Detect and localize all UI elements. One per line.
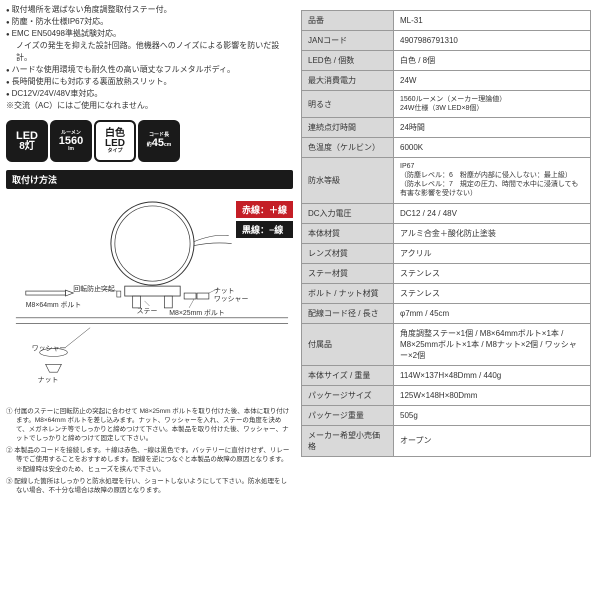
spec-key: 防水等級 [302, 158, 394, 203]
spec-key: JANコード [302, 31, 394, 51]
badge-lumen: ルーメン 1560 lm [50, 120, 92, 162]
spec-table: 品番ML-31JANコード4907986791310LED色 / 個数白色 / … [301, 10, 591, 457]
svg-text:ワッシャー: ワッシャー [32, 344, 67, 352]
spec-value: 505g [394, 405, 591, 425]
spec-key: ボルト / ナット材質 [302, 283, 394, 303]
spec-row: 明るさ1560ルーメン（メーカー理論値）24W仕様（3W LED×8個） [302, 91, 591, 118]
spec-value: 24W [394, 71, 591, 91]
spec-row: 連続点灯時間24時間 [302, 118, 591, 138]
badge-cord: コード長 約45cm [138, 120, 180, 162]
asterisk-note: 交流（AC）にはご使用になれません。 [6, 100, 293, 112]
svg-text:M8×25mm ボルト: M8×25mm ボルト [169, 309, 224, 317]
spec-value: ステンレス [394, 263, 591, 283]
spec-value: 114W×137H×48Dmm / 440g [394, 365, 591, 385]
bullet-note: ノイズの発生を抑えた設計回路。他機器へのノイズによる影響を防いだ設計。 [6, 40, 293, 64]
spec-row: ボルト / ナット材質ステンレス [302, 283, 591, 303]
spec-value: ML-31 [394, 11, 591, 31]
svg-text:回転防止突起: 回転防止突起 [73, 284, 115, 293]
spec-value: 24時間 [394, 118, 591, 138]
bullet: DC12V/24V/48V車対応。 [6, 88, 293, 100]
spec-row: 防水等級IP67（防塵レベル：6 粉塵が内部に侵入しない：最上級）（防水レベル：… [302, 158, 591, 203]
spec-row: パッケージサイズ125W×148H×80Dmm [302, 385, 591, 405]
spec-value: φ7mm / 45cm [394, 303, 591, 323]
badge-led: LED 8灯 [6, 120, 48, 162]
spec-value: オープン [394, 425, 591, 456]
svg-text:ナット: ナット [38, 376, 59, 384]
bullet: 長時間使用にも対応する裏面放熱スリット。 [6, 76, 293, 88]
spec-row: 本体材質アルミ合金＋酸化防止塗装 [302, 223, 591, 243]
spec-row: 本体サイズ / 重量114W×137H×48Dmm / 440g [302, 365, 591, 385]
right-column: 品番ML-31JANコード4907986791310LED色 / 個数白色 / … [301, 4, 591, 498]
bullet: ハードな使用環境でも耐久性の高い頑丈なフルメタルボディ。 [6, 64, 293, 76]
left-column: 取付場所を選ばない角度調整取付ステー付。 防塵・防水仕様IP67対応。 EMC … [6, 4, 301, 498]
spec-row: DC入力電圧DC12 / 24 / 48V [302, 203, 591, 223]
bullet: 防塵・防水仕様IP67対応。 [6, 16, 293, 28]
install-notes: ① 付属のステーに回転防止の突起に合わせて M8×25mm ボルトを取り付けた後… [6, 407, 293, 495]
spec-key: 色温度（ケルビン） [302, 138, 394, 158]
spec-key: レンズ材質 [302, 243, 394, 263]
spec-row: メーカー希望小売価格オープン [302, 425, 591, 456]
spec-value: アクリル [394, 243, 591, 263]
spec-row: 付属品角度調整ステー×1個 / M8×64mmボルト×1本 / M8×25mmボ… [302, 323, 591, 365]
wire-red-label: 赤線：＋線 [236, 201, 293, 218]
spec-key: 品番 [302, 11, 394, 31]
install-diagram: 赤線：＋線 黒線：−線 M8×64 [6, 193, 293, 403]
spec-key: 配線コード径 / 長さ [302, 303, 394, 323]
spec-row: レンズ材質アクリル [302, 243, 591, 263]
spec-row: JANコード4907986791310 [302, 31, 591, 51]
bullet: EMC EN50498準拠試験対応。 [6, 28, 293, 40]
spec-value: DC12 / 24 / 48V [394, 203, 591, 223]
note-1: ① 付属のステーに回転防止の突起に合わせて M8×25mm ボルトを取り付けた後… [6, 407, 293, 443]
spec-key: ステー材質 [302, 263, 394, 283]
spec-row: 配線コード径 / 長さφ7mm / 45cm [302, 303, 591, 323]
spec-key: パッケージ重量 [302, 405, 394, 425]
spec-key: 本体サイズ / 重量 [302, 365, 394, 385]
spec-row: 最大消費電力24W [302, 71, 591, 91]
spec-value: 1560ルーメン（メーカー理論値）24W仕様（3W LED×8個） [394, 91, 591, 118]
spec-value: 4907986791310 [394, 31, 591, 51]
spec-value: ステンレス [394, 283, 591, 303]
spec-key: メーカー希望小売価格 [302, 425, 394, 456]
badge-color: 白色 LED タイプ [94, 120, 136, 162]
spec-row: 品番ML-31 [302, 11, 591, 31]
spec-key: 付属品 [302, 323, 394, 365]
spec-value: 6000K [394, 138, 591, 158]
spec-key: 本体材質 [302, 223, 394, 243]
feature-bullets: 取付場所を選ばない角度調整取付ステー付。 防塵・防水仕様IP67対応。 EMC … [6, 4, 293, 112]
spec-row: ステー材質ステンレス [302, 263, 591, 283]
spec-value: 角度調整ステー×1個 / M8×64mmボルト×1本 / M8×25mmボルト×… [394, 323, 591, 365]
wire-black-label: 黒線：−線 [236, 221, 293, 238]
svg-text:ナット: ナット [214, 287, 235, 295]
spec-tbody: 品番ML-31JANコード4907986791310LED色 / 個数白色 / … [302, 11, 591, 457]
spec-key: DC入力電圧 [302, 203, 394, 223]
spec-key: 最大消費電力 [302, 71, 394, 91]
note-2: ② 本製品のコードを接続します。＋線は赤色、−線は黒色です。バッテリーに直付けせ… [6, 446, 293, 473]
badge-row: LED 8灯 ルーメン 1560 lm 白色 LED タイプ コード長 約45c… [6, 120, 293, 162]
spec-row: LED色 / 個数白色 / 8個 [302, 51, 591, 71]
spec-key: 連続点灯時間 [302, 118, 394, 138]
install-header: 取付け方法 [6, 170, 293, 189]
svg-text:M8×64mm ボルト: M8×64mm ボルト [26, 301, 81, 309]
wire-labels: 赤線：＋線 黒線：−線 [236, 201, 293, 241]
spec-value: 125W×148H×80Dmm [394, 385, 591, 405]
spec-key: LED色 / 個数 [302, 51, 394, 71]
svg-text:ワッシャー: ワッシャー [214, 295, 249, 303]
spec-row: 色温度（ケルビン）6000K [302, 138, 591, 158]
spec-value: IP67（防塵レベル：6 粉塵が内部に侵入しない：最上級）（防水レベル：7 規定… [394, 158, 591, 203]
spec-value: アルミ合金＋酸化防止塗装 [394, 223, 591, 243]
spec-row: パッケージ重量505g [302, 405, 591, 425]
svg-text:ステー: ステー [137, 307, 158, 315]
spec-value: 白色 / 8個 [394, 51, 591, 71]
spec-key: 明るさ [302, 91, 394, 118]
spec-key: パッケージサイズ [302, 385, 394, 405]
note-3: ③ 配線した箇所はしっかりと防水処理を行い、ショートしないようにして下さい。防水… [6, 477, 293, 495]
bullet: 取付場所を選ばない角度調整取付ステー付。 [6, 4, 293, 16]
